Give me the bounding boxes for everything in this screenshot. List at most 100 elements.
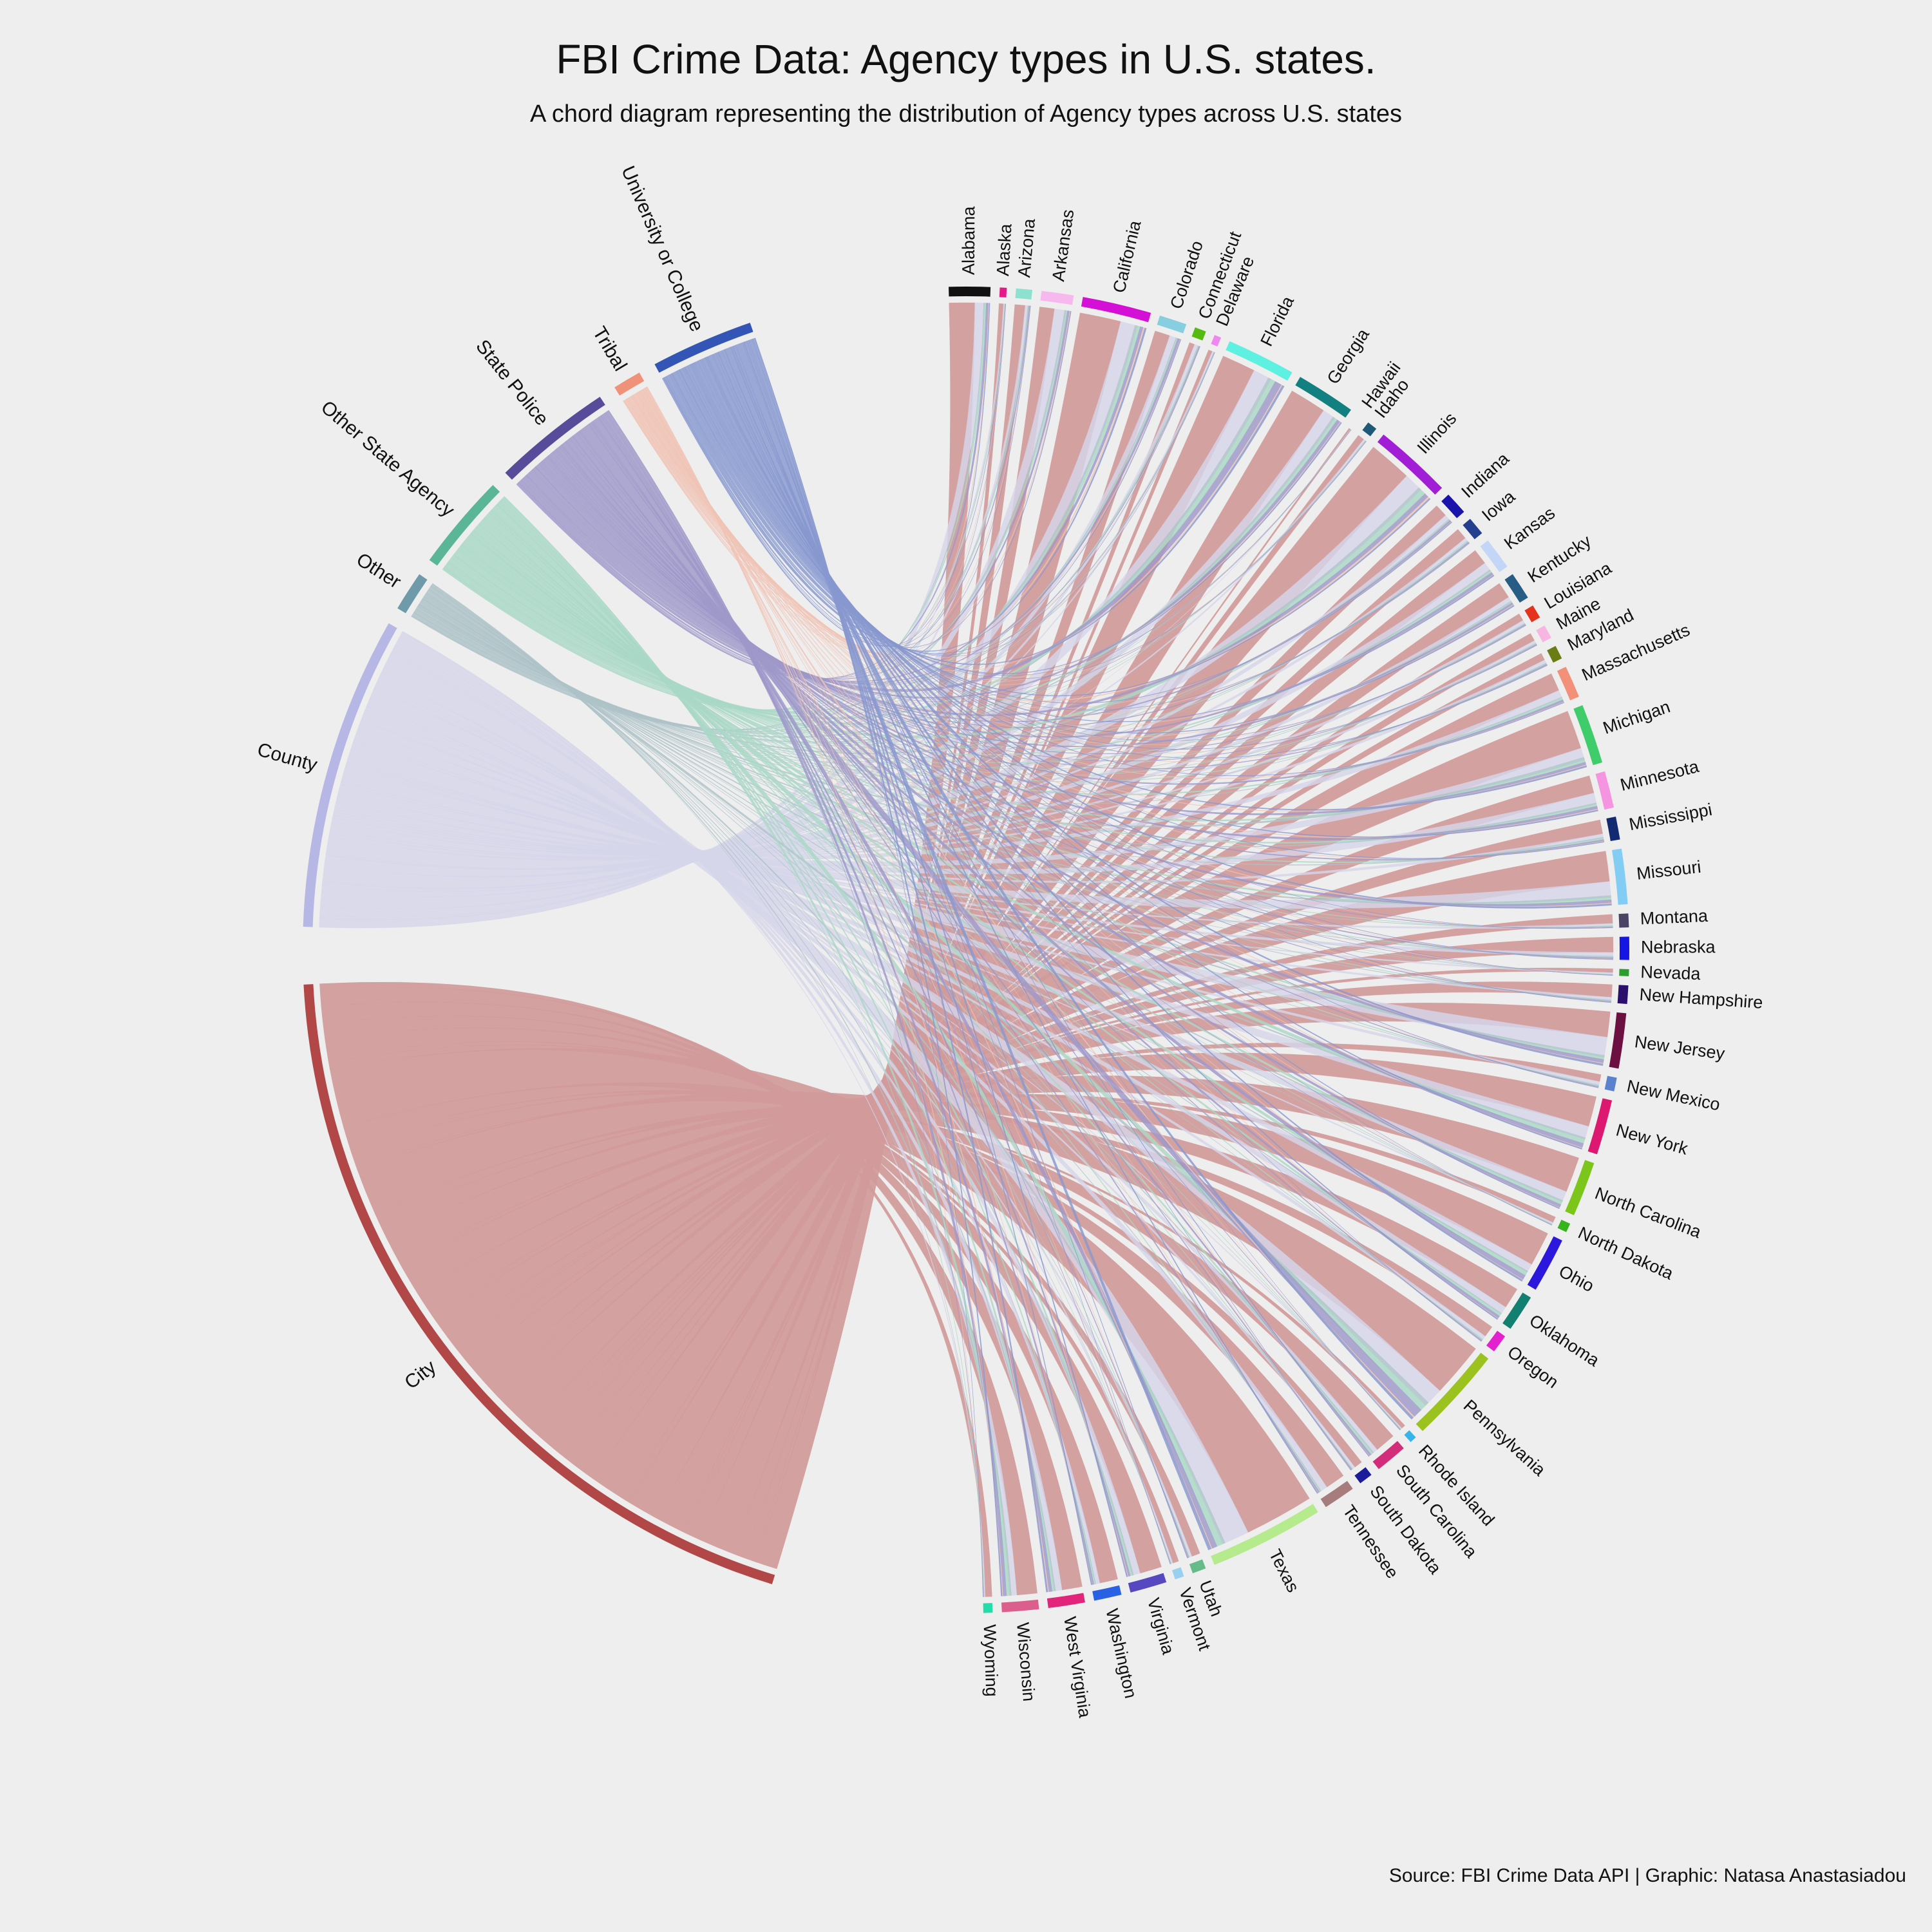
ribbon-kentucky-county — [331, 596, 1511, 857]
ribbon-california-other — [412, 325, 1138, 732]
ribbon-missouri-university-or-college — [701, 357, 1612, 909]
ribbon-wyoming-county — [402, 630, 986, 1597]
state-arc-virginia — [1128, 1573, 1167, 1593]
state-label-virginia: Virginia — [1144, 1596, 1179, 1657]
ribbon-nebraska-university-or-college — [705, 357, 1614, 960]
state-arc-michigan — [1573, 705, 1603, 766]
ribbon-north-carolina-other-state-agency — [476, 524, 1563, 1205]
state-arc-ohio — [1527, 1236, 1562, 1290]
agency-label-county: County — [255, 739, 319, 776]
ribbon-new-hampshire-university-or-college — [706, 356, 1611, 1003]
ribbon-north-dakota-other — [424, 594, 1553, 1225]
ribbon-montana-university-or-college — [705, 357, 1613, 929]
state-arc-maryland — [1547, 646, 1562, 663]
ribbon-north-carolina-university-or-college — [715, 352, 1560, 1209]
ribbon-alaska-state-police — [518, 303, 1006, 679]
ribbon-oklahoma-other-state-agency — [481, 518, 1502, 1317]
ribbon-arkansas-state-police — [519, 310, 1070, 680]
ribbon-minnesota-university-or-college — [697, 359, 1598, 838]
state-arc-north-carolina — [1565, 1160, 1595, 1216]
ribbon-louisiana-other — [418, 604, 1526, 782]
state-arc-maine — [1536, 625, 1551, 643]
state-arc-indiana — [1441, 495, 1464, 518]
ribbon-california-tribal — [624, 327, 1145, 658]
state-label-new-york: New York — [1614, 1120, 1690, 1159]
ribbon-virginia-city — [325, 1027, 1162, 1574]
source-note: Source: FBI Crime Data API | Graphic: Na… — [1388, 1865, 1906, 1886]
ribbon-massachusetts-other — [419, 603, 1562, 804]
ribbon-new-jersey-other — [422, 596, 1605, 1058]
ribbon-wyoming-city — [319, 981, 992, 1597]
ribbon-ohio-county — [361, 712, 1532, 1272]
ribbon-north-carolina-tribal — [638, 391, 1560, 1208]
ribbon-colorado-other-state-agency — [446, 337, 1179, 714]
state-arc-delaware — [1211, 335, 1222, 347]
ribbon-virginia-state-police — [598, 415, 1131, 1577]
state-arc-utah — [1189, 1559, 1206, 1573]
state-arc-new-york — [1587, 1098, 1613, 1155]
state-label-minnesota: Minnesota — [1618, 757, 1701, 795]
ribbon-vermont-state-police — [598, 416, 1171, 1564]
ribbon-utah-county — [390, 652, 1193, 1558]
ribbon-minnesota-city — [493, 775, 1595, 1404]
ribbon-south-dakota-tribal — [642, 388, 1352, 1471]
ribbon-south-carolina-tribal — [641, 389, 1370, 1457]
ribbon-connecticut-tribal — [626, 346, 1200, 662]
ribbon-wyoming-other-state-agency — [504, 496, 985, 1597]
ribbon-iowa-county — [329, 538, 1468, 859]
ribbon-tennessee-other — [428, 588, 1321, 1492]
agency-label-state-police: State Police — [471, 336, 553, 430]
state-label-washington: Washington — [1102, 1607, 1141, 1700]
chart-title: FBI Crime Data: Agency types in U.S. sta… — [556, 36, 1376, 82]
ribbon-nebraska-county — [345, 762, 1614, 957]
ribbon-michigan-other-state-agency — [463, 539, 1586, 822]
ribbon-north-dakota-state-police — [572, 435, 1553, 1226]
state-arc-south-dakota — [1354, 1467, 1372, 1484]
ribbon-arizona-state-police — [518, 305, 1030, 679]
state-arc-new-mexico — [1604, 1075, 1617, 1092]
ribbon-wyoming-other — [432, 583, 985, 1597]
ribbon-delaware-city — [681, 349, 1213, 1533]
ribbon-wisconsin-city — [319, 987, 1037, 1596]
state-label-florida: Florida — [1256, 292, 1298, 349]
ribbon-washington-tribal — [645, 387, 1093, 1586]
ribbon-idaho-other-state-agency — [453, 440, 1367, 728]
ribbon-washington-state-police — [600, 414, 1094, 1586]
ribbon-new-hampshire-state-police — [561, 444, 1612, 1003]
ribbon-alabama-university-or-college — [661, 303, 990, 647]
ribbon-idaho-county — [325, 439, 1366, 870]
ribbon-new-jersey-tribal — [636, 392, 1604, 1065]
agency-arc-county — [303, 623, 397, 927]
ribbon-ohio-state-police — [572, 432, 1526, 1280]
state-label-pennsylvania: Pennsylvania — [1460, 1396, 1550, 1480]
state-label-kansas: Kansas — [1501, 503, 1558, 553]
ribbon-ohio-city — [386, 1092, 1548, 1265]
ribbon-montana-tribal — [636, 392, 1613, 929]
ribbon-kentucky-other — [417, 600, 1512, 777]
ribbon-rhode-island-university-or-college — [730, 346, 1401, 1431]
ribbon-wisconsin-other-state-agency — [501, 496, 1010, 1596]
ribbon-oklahoma-university-or-college — [721, 349, 1499, 1320]
ribbon-iowa-other — [417, 540, 1468, 764]
state-label-north-carolina: North Carolina — [1593, 1184, 1705, 1242]
state-arc-idaho — [1362, 422, 1377, 437]
state-arc-missouri — [1612, 848, 1628, 905]
ribbon-tennessee-state-police — [591, 421, 1320, 1493]
ribbon-nebraska-tribal — [636, 392, 1614, 960]
state-arc-wyoming — [983, 1603, 993, 1613]
ribbon-oregon-state-police — [578, 430, 1482, 1342]
ribbon-colorado-state-police — [523, 338, 1180, 684]
state-arc-south-carolina — [1372, 1441, 1404, 1470]
state-arc-new-jersey — [1609, 1012, 1627, 1069]
agency-arc-university-or-college — [654, 323, 753, 373]
ribbon-south-carolina-city — [350, 1091, 1394, 1450]
ribbon-michigan-other — [419, 601, 1585, 828]
ribbon-oregon-tribal — [640, 390, 1482, 1342]
ribbon-kansas-other — [417, 569, 1491, 770]
ribbon-indiana-state-police — [538, 461, 1452, 723]
agency-label-university-or-college: University or College — [617, 163, 708, 335]
state-arc-mississippi — [1606, 816, 1620, 842]
ribbon-michigan-state-police — [550, 451, 1587, 815]
ribbons-layer — [319, 302, 1614, 1597]
